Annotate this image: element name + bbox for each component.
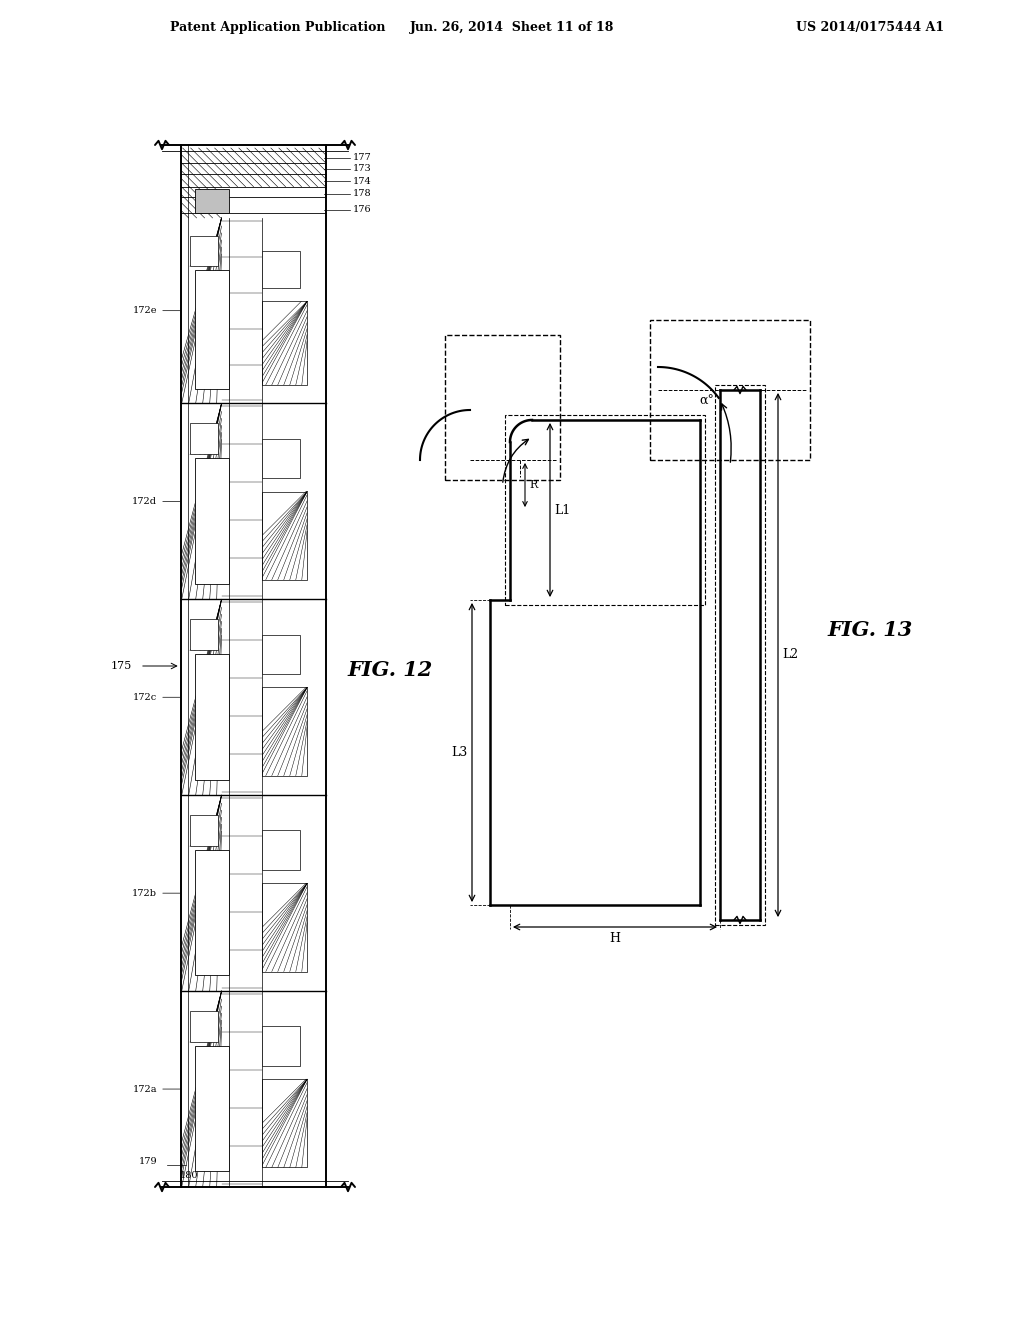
Text: 172c: 172c: [133, 693, 157, 702]
Text: 172d: 172d: [132, 496, 157, 506]
Bar: [196, 850, 229, 975]
Bar: [715, 385, 765, 925]
Text: 180: 180: [180, 1171, 199, 1180]
Text: FIG. 12: FIG. 12: [347, 660, 432, 680]
Text: L2: L2: [782, 648, 798, 661]
Text: FIG. 13: FIG. 13: [827, 620, 912, 640]
Bar: [262, 301, 307, 385]
Bar: [445, 335, 560, 480]
Text: 175: 175: [111, 661, 132, 671]
Bar: [262, 635, 300, 673]
Text: 172b: 172b: [132, 888, 157, 898]
Text: 172e: 172e: [132, 306, 157, 315]
Bar: [262, 688, 307, 776]
Bar: [189, 422, 218, 454]
Text: L1: L1: [554, 503, 570, 516]
Bar: [262, 830, 300, 870]
Bar: [262, 1080, 307, 1167]
Text: 173: 173: [353, 165, 372, 173]
Text: 176: 176: [353, 205, 372, 214]
Bar: [196, 1045, 229, 1171]
Bar: [189, 1011, 218, 1041]
Text: 174: 174: [353, 177, 372, 186]
Bar: [505, 414, 705, 605]
Text: L3: L3: [452, 746, 468, 759]
Text: H: H: [609, 932, 621, 945]
Text: α°: α°: [699, 395, 714, 408]
Bar: [262, 251, 300, 289]
Text: 179: 179: [138, 1158, 157, 1167]
Bar: [189, 814, 218, 846]
Text: R: R: [529, 480, 538, 490]
Bar: [196, 269, 229, 388]
Text: 178: 178: [353, 190, 372, 198]
Bar: [650, 319, 810, 459]
Text: Patent Application Publication: Patent Application Publication: [170, 21, 385, 34]
Text: 177: 177: [353, 153, 372, 162]
Bar: [262, 1027, 300, 1065]
Text: Jun. 26, 2014  Sheet 11 of 18: Jun. 26, 2014 Sheet 11 of 18: [410, 21, 614, 34]
Bar: [262, 883, 307, 972]
Bar: [196, 655, 229, 780]
Bar: [196, 189, 229, 213]
Bar: [262, 438, 300, 478]
Bar: [189, 619, 218, 651]
Text: 172a: 172a: [132, 1085, 157, 1093]
Bar: [189, 236, 218, 267]
Bar: [262, 491, 307, 579]
Text: US 2014/0175444 A1: US 2014/0175444 A1: [796, 21, 944, 34]
Bar: [196, 458, 229, 583]
